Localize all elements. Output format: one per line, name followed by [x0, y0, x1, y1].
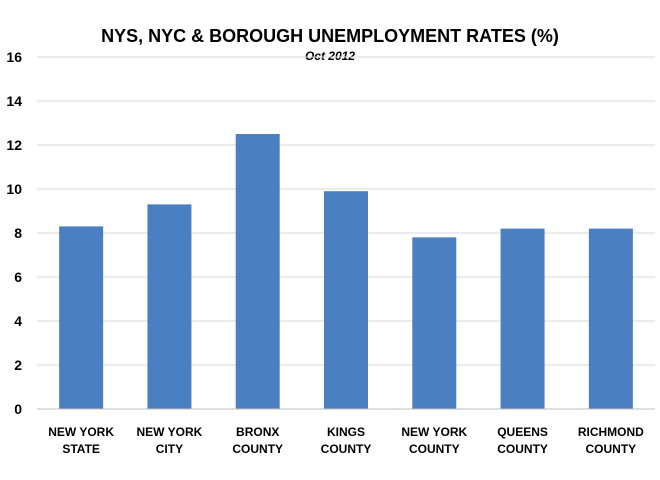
x-tick-label: NEW YORK: [137, 425, 203, 439]
bars: [59, 134, 633, 409]
x-tick-label: COUNTY: [497, 442, 548, 456]
x-tick-label: QUEENS: [497, 425, 548, 439]
bar: [324, 191, 368, 409]
bar: [59, 226, 104, 409]
y-tick-label: 10: [6, 181, 22, 197]
x-tick-label: COUNTY: [586, 442, 637, 456]
y-tick-label: 0: [14, 401, 22, 417]
y-tick-label: 8: [14, 225, 22, 241]
x-tick-label: STATE: [62, 442, 100, 456]
bar: [588, 228, 633, 409]
y-tick-label: 2: [14, 357, 22, 373]
chart-title: NYS, NYC & BOROUGH UNEMPLOYMENT RATES (%…: [101, 26, 559, 46]
y-tick-label: 6: [14, 269, 22, 285]
x-tick-label: NEW YORK: [48, 425, 114, 439]
bar: [147, 204, 192, 409]
y-axis-ticks: 0 2 4 6 8 10 12 14 16: [6, 49, 22, 417]
bar: [412, 237, 457, 409]
x-tick-label: NEW YORK: [401, 425, 467, 439]
bar: [235, 134, 280, 409]
x-tick-label: KINGS: [327, 425, 365, 439]
chart-subtitle: Oct 2012: [305, 49, 355, 63]
x-tick-label: CITY: [156, 442, 183, 456]
bar: [500, 228, 545, 409]
x-tick-label: COUNTY: [232, 442, 283, 456]
y-tick-label: 12: [6, 137, 22, 153]
x-tick-label: RICHMOND: [578, 425, 644, 439]
y-tick-label: 16: [6, 49, 22, 65]
x-axis-ticks: NEW YORK STATE NEW YORK CITY BRONX COUNTY KING…: [48, 425, 644, 456]
y-tick-label: 4: [14, 313, 22, 329]
y-tick-label: 14: [6, 93, 22, 109]
x-tick-label: BRONX: [236, 425, 279, 439]
x-tick-label: COUNTY: [321, 442, 372, 456]
x-tick-label: COUNTY: [409, 442, 460, 456]
